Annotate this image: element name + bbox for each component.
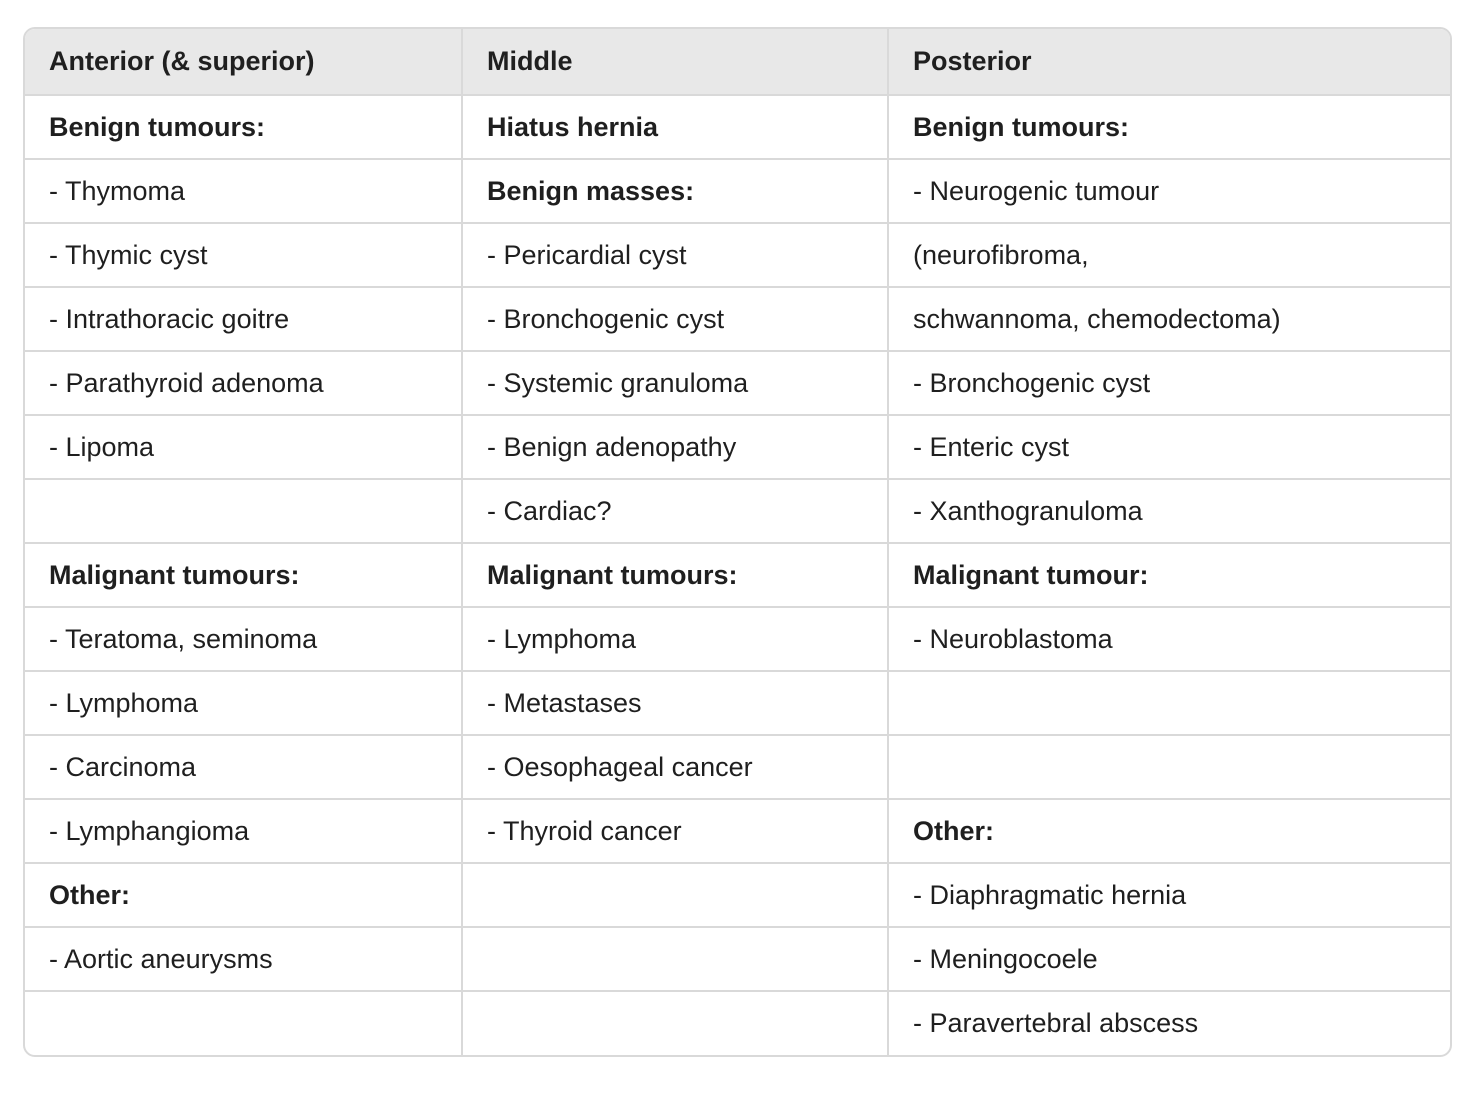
table-row: Other: - Diaphragmatic hernia: [25, 863, 1450, 928]
table-row: - Intrathoracic goitre - Bronchogenic cys…: [25, 287, 1450, 352]
column-header-posterior: Posterior: [888, 29, 1450, 96]
table-cell-anterior: - Thymoma: [25, 159, 463, 224]
table-row: - Thymic cyst - Pericardial cyst (neurofib…: [25, 223, 1450, 288]
table-cell-posterior: Malignant tumour:: [888, 543, 1450, 608]
table-body: Benign tumours: Hiatus hernia Benign tumou…: [25, 95, 1450, 1055]
table-cell-posterior: Other:: [888, 799, 1450, 864]
table-cell-posterior: (neurofibroma,: [888, 223, 1450, 288]
table-cell-middle: - Lymphoma: [462, 607, 889, 672]
table-cell-posterior: - Enteric cyst: [888, 415, 1450, 480]
table-cell-anterior: - Thymic cyst: [25, 223, 463, 288]
table-cell-anterior: - Teratoma, seminoma: [25, 607, 463, 672]
table-cell-anterior: [25, 479, 463, 544]
table-cell-middle: [462, 863, 889, 928]
table-cell-posterior: - Paravertebral abscess: [913, 1008, 1199, 1038]
table-cell-anterior: - Lipoma: [25, 415, 463, 480]
table-cell-middle: Hiatus hernia: [462, 95, 889, 160]
table-row: Malignant tumours: Malignant tumours: Mali…: [25, 543, 1450, 608]
table-cell-posterior: [888, 671, 1450, 736]
table-cell-anterior: - Parathyroid adenoma: [25, 351, 463, 416]
table-cell-middle: Malignant tumours:: [462, 543, 889, 608]
table-row: - Lymphangioma - Thyroid cancer Other:: [25, 799, 1450, 864]
table-row: - Paravertebral abscess: [25, 991, 1450, 1055]
table-header: Anterior (& superior) Middle Posterior: [25, 29, 1450, 96]
table-cell-posterior: - Xanthogranuloma: [888, 479, 1450, 544]
table-cell-posterior: [888, 735, 1450, 800]
table-cell-middle: - Thyroid cancer: [462, 799, 889, 864]
table-row: - Teratoma, seminoma - Lymphoma - Neurobla…: [25, 607, 1450, 672]
table-row: Benign tumours: Hiatus hernia Benign tumou…: [25, 95, 1450, 160]
table-cell-anterior: - Lymphangioma: [25, 799, 463, 864]
table-cell-anterior: Benign tumours:: [25, 95, 463, 160]
table-cell-anterior: [25, 991, 463, 1055]
mediastinal-masses-table-container: Anterior (& superior) Middle Posterior B…: [23, 27, 1452, 1057]
table-cell-anterior: Malignant tumours:: [25, 543, 463, 608]
column-header-middle: Middle: [462, 29, 889, 96]
table-cell-middle: Benign masses:: [462, 159, 889, 224]
table-cell-posterior: - Neuroblastoma: [888, 607, 1450, 672]
table-cell-posterior: - Bronchogenic cyst: [888, 351, 1450, 416]
mediastinal-masses-table: Anterior (& superior) Middle Posterior B…: [25, 29, 1450, 1055]
table-cell-posterior: - Meningocoele: [888, 927, 1450, 992]
table-cell-posterior: - Diaphragmatic hernia: [888, 863, 1450, 928]
table-cell-anterior: - Lymphoma: [25, 671, 463, 736]
table-row: - Carcinoma - Oesophageal cancer: [25, 735, 1450, 800]
table-cell-middle: - Oesophageal cancer: [462, 735, 889, 800]
table-cell-middle: [462, 927, 889, 992]
table-row: - Lymphoma - Metastases: [25, 671, 1450, 736]
table-cell-middle: - Benign adenopathy: [462, 415, 889, 480]
table-cell-middle: - Bronchogenic cyst: [462, 287, 889, 352]
table-row: - Cardiac? - Xanthogranuloma: [25, 479, 1450, 544]
table-cell-anterior: - Aortic aneurysms: [25, 927, 463, 992]
table-row: - Aortic aneurysms - Meningocoele: [25, 927, 1450, 992]
table-row: - Lipoma - Benign adenopathy - Enteric cys…: [25, 415, 1450, 480]
table-cell-anterior: Other:: [25, 863, 463, 928]
table-cell-middle: [462, 991, 889, 1055]
table-row: - Thymoma Benign masses: - Neurogenic tumo…: [25, 159, 1450, 224]
table-cell-posterior: schwannoma, chemodectoma): [888, 287, 1450, 352]
column-header-anterior: Anterior (& superior): [25, 29, 463, 96]
table-cell-middle: - Cardiac?: [462, 479, 889, 544]
table-cell-anterior: - Carcinoma: [25, 735, 463, 800]
table-cell-middle: - Pericardial cyst: [462, 223, 889, 288]
table-cell-anterior: - Intrathoracic goitre: [25, 287, 463, 352]
table-cell-middle: - Systemic granuloma: [462, 351, 889, 416]
table-cell-posterior: Benign tumours:: [888, 95, 1450, 160]
table-cell-middle: - Metastases: [462, 671, 889, 736]
table-row: - Parathyroid adenoma - Systemic granulom…: [25, 351, 1450, 416]
table-cell-posterior: - Neurogenic tumour: [888, 159, 1450, 224]
header-row: Anterior (& superior) Middle Posterior: [25, 29, 1450, 96]
